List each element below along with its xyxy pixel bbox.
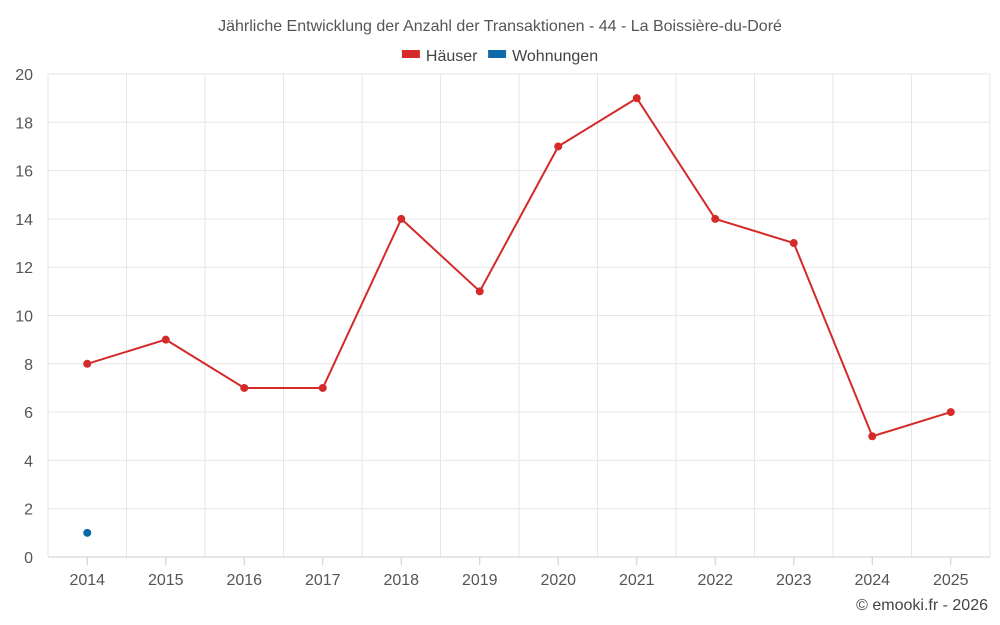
y-tick-label: 16 [15, 164, 33, 181]
y-tick-label: 12 [15, 260, 33, 277]
x-tick-label: 2022 [697, 572, 733, 589]
x-tick-label: 2017 [305, 572, 341, 589]
data-point-h-user [83, 359, 92, 368]
x-tick-label: 2021 [619, 572, 655, 589]
x-tick-label: 2023 [776, 572, 812, 589]
credit-text: © emooki.fr - 2026 [856, 597, 988, 614]
data-point-h-user [161, 335, 170, 344]
x-tick-label: 2020 [540, 572, 576, 589]
legend-swatch [401, 50, 420, 58]
data-point-h-user [240, 383, 249, 392]
legend-label: Wohnungen [512, 48, 598, 65]
x-tick-label: 2025 [933, 572, 969, 589]
data-point-h-user [632, 94, 641, 103]
data-point-h-user [318, 383, 327, 392]
legend-label: Häuser [426, 48, 478, 65]
data-point-h-user [868, 432, 877, 441]
y-tick-label: 20 [15, 67, 33, 84]
data-point-wohnungen [83, 528, 92, 537]
data-point-h-user [554, 142, 563, 151]
data-point-h-user [475, 287, 484, 296]
x-tick-label: 2015 [148, 572, 184, 589]
data-point-h-user [789, 239, 798, 248]
x-tick-label: 2014 [69, 572, 105, 589]
y-tick-label: 2 [24, 502, 33, 519]
data-point-h-user [711, 214, 720, 223]
legend-item: Häuser [401, 48, 478, 65]
y-tick-label: 0 [24, 550, 33, 567]
y-axis: 0 2 4 6 8 10 12 14 16 18 20 [15, 67, 33, 567]
series-line-h-user [87, 97, 952, 438]
chart-title: Jährliche Entwicklung der Anzahl der Tra… [218, 18, 782, 35]
y-tick-label: 4 [24, 453, 33, 470]
data-point-h-user [946, 408, 955, 417]
y-tick-label: 14 [15, 212, 33, 229]
x-tick-label: 2016 [226, 572, 262, 589]
x-axis: 2014 2015 2016 2017 2018 2019 2020 2021 2022 2023… [69, 557, 969, 589]
legend: Häuser Wohnungen [401, 48, 598, 65]
series-layer [83, 94, 955, 537]
legend-item: Wohnungen [488, 48, 598, 65]
y-tick-label: 8 [24, 357, 33, 374]
y-tick-label: 18 [15, 115, 33, 132]
data-point-h-user [397, 214, 406, 223]
grid [47, 73, 991, 558]
x-tick-label: 2019 [462, 572, 498, 589]
legend-swatch [488, 50, 507, 58]
y-tick-label: 6 [24, 405, 33, 422]
x-tick-label: 2024 [854, 572, 890, 589]
y-tick-label: 10 [15, 309, 33, 326]
x-tick-label: 2018 [383, 572, 419, 589]
